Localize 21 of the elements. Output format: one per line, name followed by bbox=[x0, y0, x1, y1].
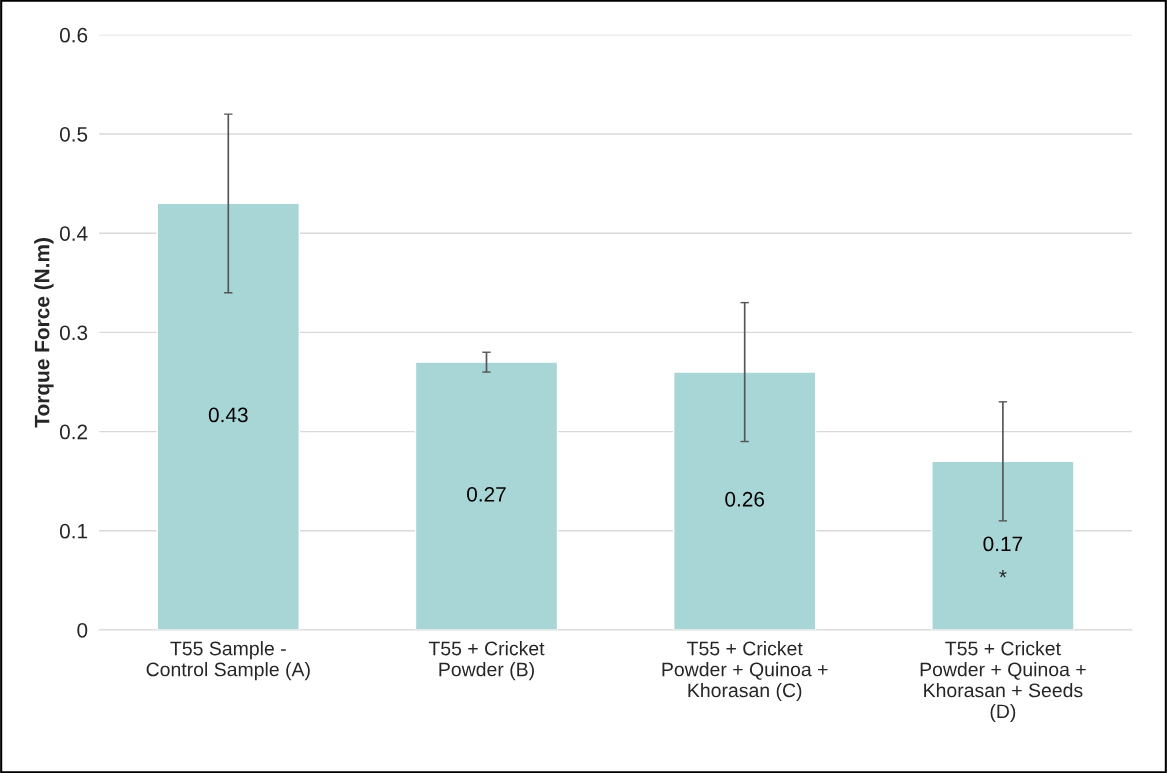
y-axis-title: Torque Force (N.m) bbox=[34, 238, 54, 428]
y-tick-label: 0.6 bbox=[59, 27, 88, 43]
bar bbox=[156, 202, 300, 630]
x-tick-label: T55 + Cricket Powder + Quinoa + Khorasan (C) bbox=[662, 641, 828, 702]
bar bbox=[672, 371, 817, 630]
y-tick-label: 0.5 bbox=[59, 126, 88, 142]
data-label: 0.17 bbox=[983, 536, 1023, 552]
data-label: 0.27 bbox=[467, 486, 506, 502]
x-tick-label: T55 + Cricket Powder (B) bbox=[428, 641, 545, 681]
bar bbox=[931, 460, 1075, 630]
data-label: 0.43 bbox=[208, 407, 248, 423]
y-tick-label: 0.1 bbox=[59, 523, 88, 539]
y-tick-label: 0.4 bbox=[59, 226, 88, 241]
annotation: * bbox=[999, 570, 1007, 578]
x-tick-label: T55 + Cricket Powder + Quinoa + Khorasan + Seeds (D) bbox=[920, 641, 1086, 723]
data-label: 0.26 bbox=[725, 491, 765, 507]
x-tick-label: T55 Sample - Control Sample (A) bbox=[146, 641, 310, 681]
y-tick-label: 0 bbox=[77, 623, 88, 638]
bar bbox=[414, 361, 559, 630]
y-tick-label: 0.2 bbox=[59, 424, 88, 440]
y-tick-label: 0.3 bbox=[59, 325, 88, 341]
